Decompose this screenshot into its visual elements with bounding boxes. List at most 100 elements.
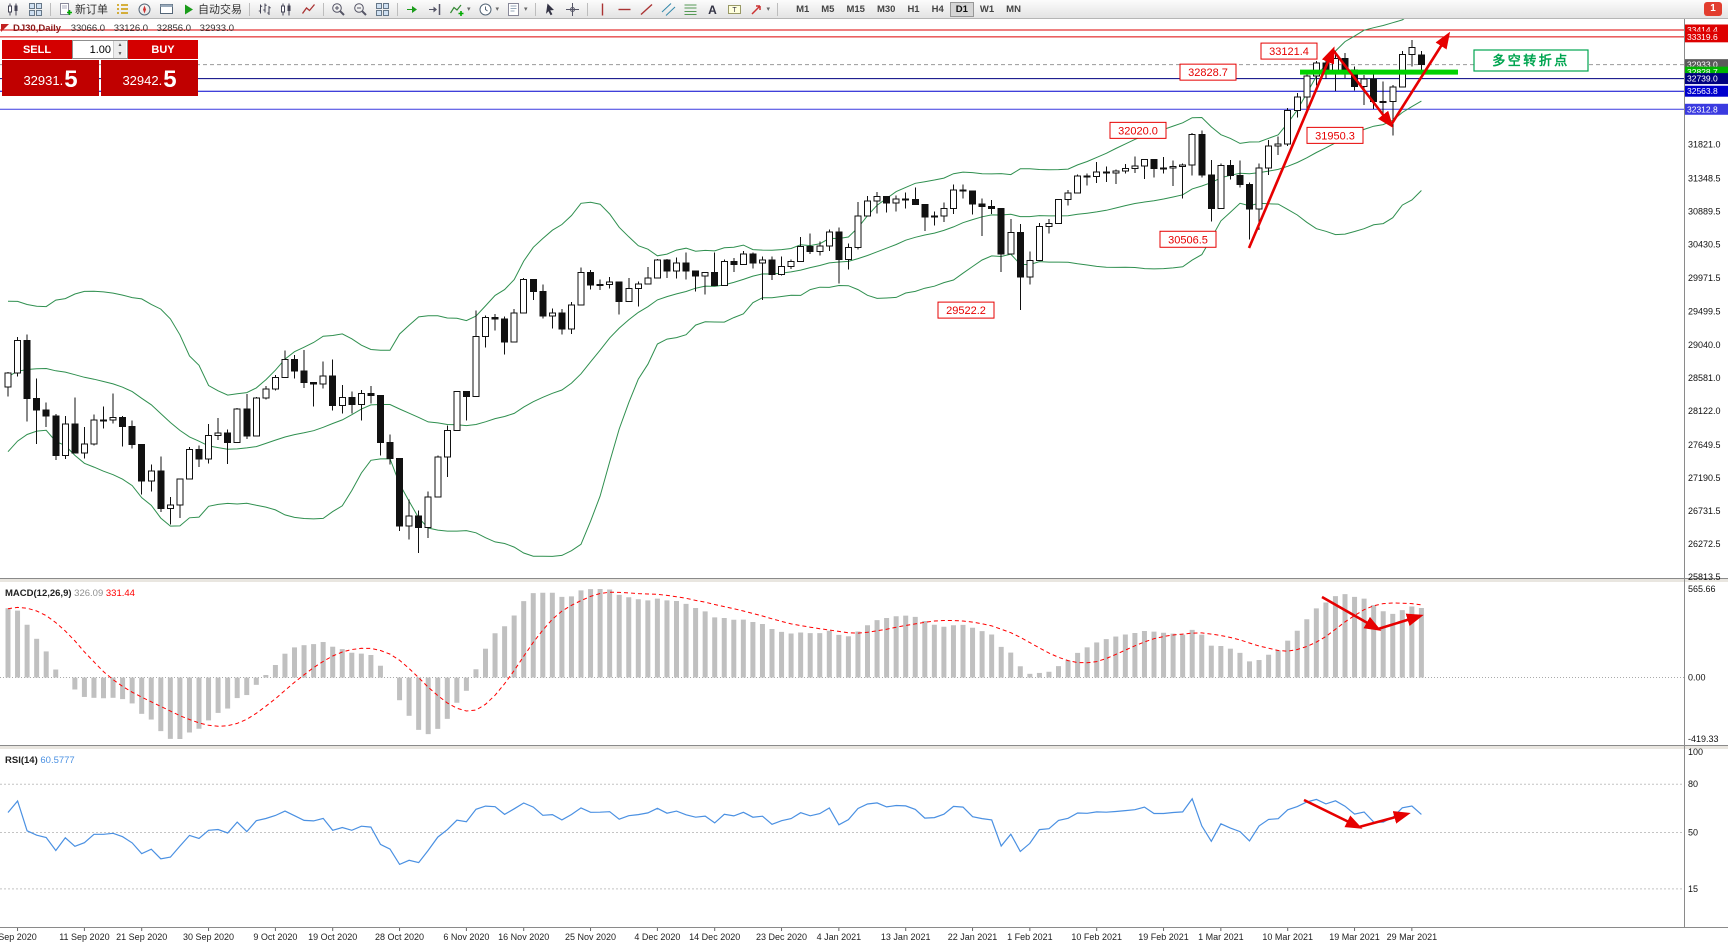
trend-arrow[interactable] [1358, 811, 1411, 829]
svg-text:565.66: 565.66 [1688, 584, 1716, 594]
cursor-button[interactable] [540, 1, 561, 18]
pane-separators[interactable] [0, 19, 1728, 928]
axis-price-marker: 32933.0 [1687, 60, 1718, 70]
volume-input[interactable] [73, 41, 113, 58]
terminal-button[interactable] [156, 1, 177, 18]
indicator-icon [449, 4, 464, 16]
svg-text:25813.5: 25813.5 [1688, 572, 1721, 582]
tile-icon [376, 2, 389, 16]
one-click-collapse-icon[interactable] [1, 24, 9, 32]
zoom-out-icon [354, 2, 367, 16]
symbol-name: DJ30,Daily [13, 23, 62, 34]
navigator-button[interactable] [134, 1, 155, 18]
zoom-out-button[interactable] [350, 1, 371, 18]
svg-text:50: 50 [1688, 828, 1698, 838]
autotrading-button[interactable]: 自动交易 [178, 1, 245, 18]
timeframe-d1-button[interactable]: D1 [949, 1, 974, 17]
price-callout: 33121.4 [1269, 46, 1309, 58]
notification-badge[interactable]: 1 [1704, 2, 1722, 16]
trend-arrow[interactable] [1303, 798, 1363, 829]
auto-scroll-button[interactable] [402, 1, 423, 18]
zoom-in-button[interactable] [328, 1, 349, 18]
volume-spinner[interactable]: ▲ ▼ [113, 41, 126, 58]
svg-text:29499.5: 29499.5 [1688, 307, 1721, 317]
volume-down-icon[interactable]: ▼ [114, 49, 126, 58]
date-label: 14 Dec 2020 [689, 932, 740, 942]
price-callout-labels[interactable]: 33121.4 32828.7 32020.0 31950.3 30506.5 29522… [937, 42, 1364, 319]
timeframe-m30-button[interactable]: M30 [876, 3, 896, 15]
bar-chart-button[interactable] [254, 1, 275, 18]
axis-price-marker: 32563.8 [1687, 86, 1718, 96]
market-watch-button[interactable] [112, 1, 133, 18]
volume-field[interactable]: ▲ ▼ [72, 40, 128, 59]
rsi-pane: RSI(14) 60.5777 [0, 755, 1684, 890]
arrows-button[interactable]: ▾ [746, 1, 774, 18]
svg-text:27649.5: 27649.5 [1688, 440, 1721, 450]
sell-price[interactable]: 32931. 5 [2, 60, 99, 96]
cursor-icon [545, 3, 554, 15]
toolbar-separator [777, 2, 779, 16]
axis-price-marker: 33414.4 [1687, 25, 1718, 35]
templates-button[interactable]: ▾ [503, 1, 531, 18]
svg-text:15: 15 [1688, 884, 1698, 894]
trend-arrows[interactable] [1247, 31, 1451, 829]
timeframe-m1-button[interactable]: M1 [796, 3, 810, 15]
chart-shift-button[interactable] [424, 1, 445, 18]
crosshair-button[interactable] [562, 1, 583, 18]
trendline-button[interactable] [636, 1, 657, 18]
trend-arrow[interactable] [1389, 31, 1451, 126]
indicators-button[interactable]: ▾ [446, 1, 474, 18]
chevron-down-icon[interactable]: ▾ [524, 6, 528, 13]
chevron-down-icon[interactable]: ▾ [467, 6, 471, 13]
svg-text:27190.5: 27190.5 [1688, 473, 1721, 483]
date-label: 9 Oct 2020 [253, 932, 297, 942]
new-chart-button[interactable] [3, 1, 24, 18]
text-label-button[interactable]: T [724, 1, 745, 18]
note-annotation[interactable]: 多空转折点 [1473, 49, 1589, 72]
price-axis: 31821.0 31348.5 30889.5 30430.5 29971.5 29499… [1685, 24, 1728, 894]
candle-chart-button[interactable] [276, 1, 297, 18]
fibonacci-button[interactable] [680, 1, 701, 18]
vline-icon [601, 3, 603, 15]
buy-price[interactable]: 32942. 5 [101, 60, 198, 96]
chevron-down-icon[interactable]: ▾ [766, 6, 771, 13]
vertical-line-button[interactable] [592, 1, 613, 18]
timeframe-h4-button[interactable]: H4 [931, 3, 944, 15]
rsi-label: RSI(14) 60.5777 [5, 755, 75, 766]
trend-arrow[interactable] [1247, 46, 1335, 249]
sell-label: SELL [22, 43, 52, 56]
svg-text:A: A [708, 3, 717, 17]
horizontal-line-button[interactable] [614, 1, 635, 18]
tile-windows-button[interactable] [372, 1, 393, 18]
timeframe-w1-button[interactable]: W1 [979, 3, 995, 15]
trend-arrow[interactable] [1321, 595, 1382, 631]
volume-up-icon[interactable]: ▲ [114, 41, 126, 50]
buy-price-big: 5 [163, 66, 177, 93]
line-chart-button[interactable] [298, 1, 319, 18]
trend-arrow[interactable] [1377, 613, 1424, 631]
chevron-down-icon[interactable]: ▾ [495, 6, 500, 13]
profiles-button[interactable] [25, 1, 46, 18]
trend-icon [640, 3, 653, 15]
date-label: 19 Oct 2020 [308, 932, 357, 942]
play-icon [185, 4, 193, 14]
date-label: 30 Sep 2020 [183, 932, 234, 942]
horizontal-price-lines[interactable] [0, 29, 1684, 110]
sell-button[interactable]: SELL [2, 40, 72, 59]
timeframe-m5-button[interactable]: M5 [821, 3, 835, 15]
timeframe-mn-button[interactable]: MN [1006, 3, 1021, 15]
trend-arrow[interactable] [1331, 49, 1394, 129]
date-label: 6 Nov 2020 [443, 932, 489, 942]
autotrading-label: 自动交易 [198, 4, 242, 16]
new-order-button[interactable]: 新订单 [55, 1, 111, 18]
date-label: 28 Oct 2020 [375, 932, 424, 942]
date-label: 19 Feb 2021 [1138, 932, 1189, 942]
periods-button[interactable]: ▾ [475, 1, 503, 18]
equidistant-channel-button[interactable] [658, 1, 679, 18]
timeframe-h1-button[interactable]: H1 [907, 3, 920, 15]
buy-button[interactable]: BUY [128, 40, 198, 59]
text-button[interactable]: A [702, 1, 723, 18]
timeframe-m15-button[interactable]: M15 [846, 3, 865, 15]
